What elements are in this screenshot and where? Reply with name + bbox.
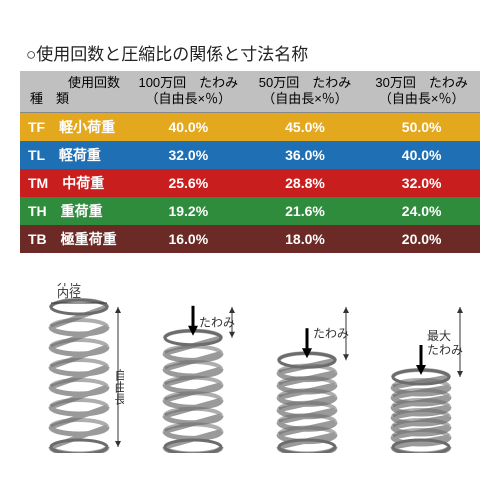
cell: 40.0% [130, 112, 247, 141]
cell: 32.0% [130, 141, 247, 169]
svg-text:たわみ: たわみ [427, 343, 463, 357]
table-row: TH 重荷重19.2%21.6%24.0% [20, 197, 480, 225]
row-label: TH 重荷重 [20, 197, 130, 225]
svg-text:たわみ: たわみ [199, 315, 235, 329]
cell: 45.0% [247, 112, 364, 141]
table-row: TM 中荷重25.6%28.8%32.0% [20, 169, 480, 197]
spring-diagram: たわみ [252, 283, 362, 453]
svg-text:自由長: 自由長 [113, 368, 124, 404]
svg-text:内径: 内径 [57, 286, 81, 300]
spring-diagram: 最大たわみ [366, 283, 476, 453]
svg-text:最大: 最大 [427, 329, 451, 343]
row-label: TF 軽小荷重 [20, 112, 130, 141]
cell: 16.0% [130, 225, 247, 253]
cell: 24.0% [363, 197, 480, 225]
spring-diagrams: 外径内径自由長たわみたわみ最大たわみ [20, 283, 480, 453]
cell: 25.6% [130, 169, 247, 197]
header-corner: 使用回数 種 類 [20, 71, 130, 112]
compression-table: 使用回数 種 類 100万回 たわみ （自由長×％） 50万回 たわみ （自由長… [20, 71, 480, 253]
spring-diagram: 外径内径自由長 [24, 283, 134, 453]
cell: 28.8% [247, 169, 364, 197]
cell: 32.0% [363, 169, 480, 197]
cell: 40.0% [363, 141, 480, 169]
svg-text:たわみ: たわみ [313, 326, 349, 340]
header-col-2: 50万回 たわみ （自由長×％） [247, 71, 364, 112]
table-row: TF 軽小荷重40.0%45.0%50.0% [20, 112, 480, 141]
cell: 36.0% [247, 141, 364, 169]
spring-icon: 外径内径自由長 [34, 283, 124, 453]
row-label: TL 軽荷重 [20, 141, 130, 169]
cell: 20.0% [363, 225, 480, 253]
header-col-1: 100万回 たわみ （自由長×％） [130, 71, 247, 112]
spring-icon: たわみ [148, 283, 238, 453]
row-label: TB 極重荷重 [20, 225, 130, 253]
cell: 21.6% [247, 197, 364, 225]
header-col-3: 30万回 たわみ （自由長×％） [363, 71, 480, 112]
spring-icon: 最大たわみ [376, 283, 466, 453]
page-title: ○使用回数と圧縮比の関係と寸法名称 [26, 40, 480, 65]
cell: 50.0% [363, 112, 480, 141]
table-row: TL 軽荷重32.0%36.0%40.0% [20, 141, 480, 169]
spring-diagram: たわみ [138, 283, 248, 453]
table-row: TB 極重荷重16.0%18.0%20.0% [20, 225, 480, 253]
cell: 19.2% [130, 197, 247, 225]
cell: 18.0% [247, 225, 364, 253]
row-label: TM 中荷重 [20, 169, 130, 197]
spring-icon: たわみ [262, 283, 352, 453]
